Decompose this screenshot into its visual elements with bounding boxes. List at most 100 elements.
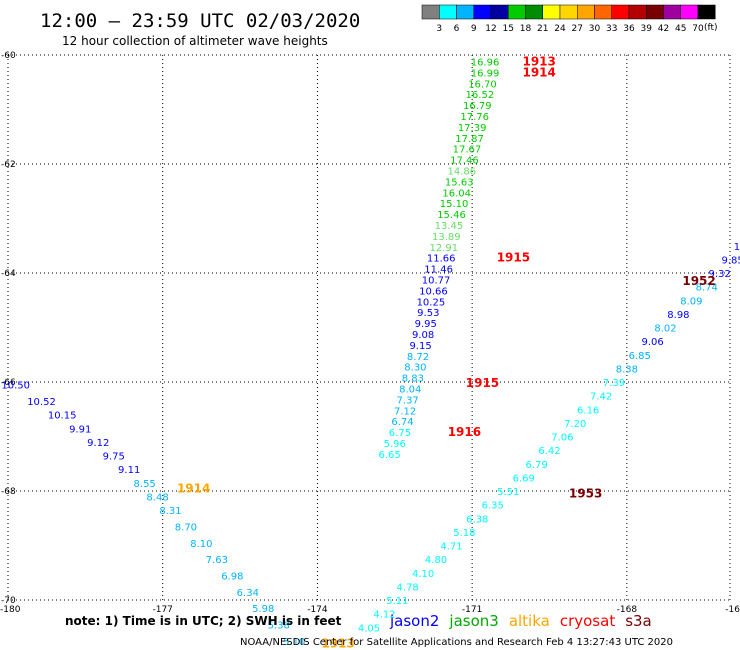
wave-height-value: 9.75 xyxy=(103,452,125,463)
wave-height-value: 16.52 xyxy=(466,90,495,101)
legend-swatch xyxy=(542,4,561,20)
wave-height-value: 8.98 xyxy=(667,310,689,321)
wave-height-value: 17.76 xyxy=(460,112,489,123)
wave-height-value: 17.39 xyxy=(458,123,487,134)
wave-height-value: 8.83 xyxy=(402,374,424,385)
wave-height-value: 9.95 xyxy=(415,319,437,330)
wave-height-value: 14.86 xyxy=(448,167,477,178)
x-tick-label: -180 xyxy=(0,605,21,615)
wave-height-value: 8.72 xyxy=(407,352,429,363)
legend-label: 6 xyxy=(454,24,460,34)
legend-label: 27 xyxy=(572,24,583,34)
legend-label: 12 xyxy=(485,24,496,34)
wave-height-value: 7.63 xyxy=(206,555,228,566)
wave-height-value: 5.10 xyxy=(283,637,305,648)
time-label: 1916 xyxy=(448,425,481,439)
wave-height-value: 16.79 xyxy=(463,101,492,112)
wave-height-value: 8.48 xyxy=(146,492,168,503)
wave-height-value: 16.96 xyxy=(471,58,500,69)
time-label: 1953 xyxy=(569,487,602,501)
wave-height-value: 10.27 xyxy=(734,242,740,253)
color-legend: 3 6 9 12 15 18 21 24 27 30 33 36 39 42 45 70 xyxy=(421,4,716,34)
wave-height-value: 10.15 xyxy=(48,411,77,422)
y-tick-label: -64 xyxy=(1,269,16,279)
wave-height-value: 17.46 xyxy=(450,156,479,167)
wave-height-value: 8.70 xyxy=(175,522,197,533)
wave-height-value: 5.96 xyxy=(384,439,406,450)
wave-height-value: 8.30 xyxy=(404,363,426,374)
footer-credit: NOAA/NESDIS Center for Satellite Applica… xyxy=(240,637,673,648)
legend-swatch xyxy=(508,4,526,20)
legend-swatch xyxy=(697,4,716,20)
wave-height-value: 8.09 xyxy=(680,296,702,307)
legend-unit: (ft) xyxy=(704,23,718,33)
wave-height-value: 8.55 xyxy=(134,479,156,490)
footer-note: note: 1) Time is in UTC; 2) SWH is in fe… xyxy=(65,614,342,628)
legend-label: 36 xyxy=(623,24,635,34)
wave-height-value: 6.65 xyxy=(378,450,400,461)
wave-height-value: 6.16 xyxy=(577,405,599,416)
time-label: 1914 xyxy=(522,65,555,79)
wave-height-value: 17.87 xyxy=(455,134,484,145)
wave-height-value: 6.98 xyxy=(221,571,243,582)
wave-height-value: 16.04 xyxy=(442,188,471,199)
y-tick-label: -62 xyxy=(1,160,16,170)
wave-height-value: 5.11 xyxy=(386,596,408,607)
satellite-s3a: s3a xyxy=(625,612,652,630)
satellite-altika: altika xyxy=(509,612,550,630)
legend-label: 24 xyxy=(554,24,566,34)
wave-height-value: 6.42 xyxy=(538,446,560,457)
wave-height-value: 15.10 xyxy=(440,199,469,210)
legend-swatch xyxy=(646,4,664,20)
wave-height-value: 9.53 xyxy=(417,308,439,319)
time-label: 1914 xyxy=(177,481,210,495)
x-tick-label: -177 xyxy=(152,605,172,615)
wave-height-value: 9.91 xyxy=(69,424,91,435)
wave-height-value: 7.39 xyxy=(603,378,625,389)
y-tick-label: -60 xyxy=(1,51,16,61)
wave-height-value: 7.12 xyxy=(394,406,416,417)
time-label: 1915 xyxy=(466,376,499,390)
wave-height-value: 4.12 xyxy=(373,610,395,621)
wave-height-value: 6.79 xyxy=(525,460,547,471)
legend-label: 3 xyxy=(436,24,442,34)
wave-height-value: 8.02 xyxy=(654,324,676,335)
wave-height-value: 5.38 xyxy=(268,621,290,632)
legend-swatch xyxy=(490,4,509,20)
x-tick-label: -174 xyxy=(307,605,328,615)
satellite-legend: jason2 jason3 altika cryosat s3a xyxy=(389,612,652,630)
wave-height-value: 7.06 xyxy=(551,433,573,444)
x-tick-label: -16 xyxy=(725,605,740,615)
wave-height-value: 9.85 xyxy=(721,255,740,266)
wave-height-value: 10.52 xyxy=(27,397,56,408)
wave-height-value: 4.78 xyxy=(397,582,419,593)
wave-height-value: 9.06 xyxy=(642,337,664,348)
time-label: 1952 xyxy=(682,274,715,288)
wave-height-value: 6.75 xyxy=(389,428,411,439)
legend-label: 9 xyxy=(471,24,477,34)
y-tick-label: -70 xyxy=(1,596,16,606)
wave-height-value: 4.71 xyxy=(440,542,462,553)
wave-height-value: 8.31 xyxy=(159,506,181,517)
legend-swatch xyxy=(577,4,595,20)
wave-height-value: 8.38 xyxy=(616,364,638,375)
legend-swatch xyxy=(611,4,630,20)
wave-height-value: 15.46 xyxy=(437,210,466,221)
legend-label: 45 xyxy=(675,24,686,34)
legend-swatch xyxy=(559,4,578,20)
wave-height-value: 11.66 xyxy=(427,254,456,265)
wave-height-value: 7.20 xyxy=(564,419,586,430)
wave-height-value: 7.42 xyxy=(590,392,612,403)
wave-height-value: 10.77 xyxy=(422,276,451,287)
legend-label: 21 xyxy=(537,24,548,34)
legend-swatch xyxy=(439,4,457,20)
time-label: 1915 xyxy=(497,251,530,265)
grid-lines xyxy=(7,54,731,601)
wave-height-value: 8.74 xyxy=(696,283,718,294)
wave-height-value: 17.67 xyxy=(453,145,482,156)
legend-swatch xyxy=(456,4,474,20)
wave-height-value: 6.34 xyxy=(237,588,259,599)
wave-height-value: 6.38 xyxy=(466,514,488,525)
legend-label: 42 xyxy=(658,24,669,34)
